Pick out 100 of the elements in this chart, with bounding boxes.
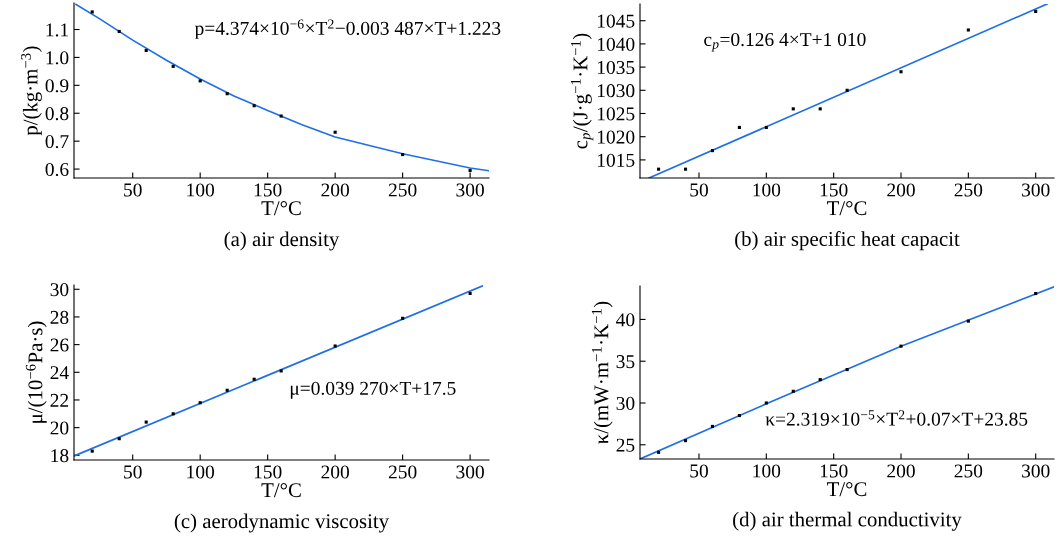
point <box>1034 291 1038 296</box>
point <box>279 114 283 118</box>
x-axis-title: T/°C <box>827 482 867 497</box>
point <box>818 107 822 111</box>
point <box>710 149 715 153</box>
text: (d) air thermal conductivity <box>733 511 962 531</box>
point <box>198 79 202 83</box>
annotation: κ=2.319×10$^{−5}$×T$^{2}$+0.07×T+23.85 <box>765 410 1028 426</box>
y-tick-label: 40 <box>616 313 635 327</box>
y-tick-label: 1030 <box>597 84 635 98</box>
point <box>845 368 849 372</box>
x-tick-label: 50 <box>124 183 142 197</box>
point <box>899 344 903 348</box>
point <box>401 153 405 157</box>
point <box>171 64 175 68</box>
y-tick-label: 25 <box>616 438 635 452</box>
y-tick-label: 18 <box>51 449 69 463</box>
y-axis-title: κ/(mW·m$^{−1}$·K$^{−1}$) <box>591 301 613 444</box>
point <box>468 291 472 295</box>
y-axis-title: μ/(10$^{−6}$Pa·s) <box>25 321 47 423</box>
text: (c) aerodynamic viscosity <box>174 513 390 533</box>
x-tick-label: 200 <box>321 465 349 479</box>
y-tick-label: 22 <box>50 393 69 407</box>
point <box>333 344 337 348</box>
annotation: c$_{p}$=0.126 4×T+1 010 <box>704 32 866 52</box>
point <box>252 377 256 381</box>
point <box>333 130 337 134</box>
point <box>1034 9 1038 13</box>
y-tick-label: 1.0 <box>46 51 69 65</box>
y-tick-label: 35 <box>616 355 635 369</box>
x-tick-label: 100 <box>753 183 781 197</box>
y-tick-label: 1020 <box>597 130 635 144</box>
point <box>737 413 741 418</box>
x-tick-label: 250 <box>954 183 983 197</box>
point <box>468 168 472 173</box>
point <box>657 450 661 454</box>
point <box>144 420 148 424</box>
y-tick-label: 20 <box>50 421 69 435</box>
point <box>198 401 202 405</box>
point <box>966 28 970 32</box>
x-tick-label: 50 <box>690 464 708 478</box>
x-tick-label: 150 <box>820 183 848 197</box>
point <box>845 88 849 92</box>
point <box>966 319 970 323</box>
x-tick-label: 150 <box>254 465 282 479</box>
point <box>791 107 795 111</box>
annotation: p=4.374×10$^{−6}$×T$^{2}$−0.003 487×T+1.223 <box>194 19 501 39</box>
x-tick-label: 50 <box>124 465 142 479</box>
x-tick-label: 300 <box>456 465 484 479</box>
point <box>144 48 148 52</box>
x-tick-label: 250 <box>954 464 983 478</box>
x-tick-label: 200 <box>321 183 349 197</box>
text: (b) air specific heat capacit <box>735 231 960 251</box>
point <box>279 369 283 373</box>
y-tick-label: 1045 <box>597 14 635 28</box>
y-tick-label: 0.7 <box>45 134 69 149</box>
x-axis-title: T/°C <box>261 201 301 216</box>
point <box>683 167 688 171</box>
point <box>117 437 121 441</box>
point <box>90 449 94 453</box>
y-tick-label: 30 <box>616 396 635 410</box>
x-tick-label: 100 <box>187 465 215 479</box>
y-tick-label: 1.1 <box>46 23 68 37</box>
y-tick-label: 26 <box>50 338 69 352</box>
y-tick-label: 0.9 <box>45 79 69 93</box>
x-tick-label: 150 <box>254 183 282 197</box>
x-tick-label: 100 <box>187 183 215 197</box>
x-tick-label: 200 <box>887 183 915 197</box>
y-tick-label: 28 <box>50 310 69 324</box>
point <box>225 388 229 392</box>
x-tick-label: 100 <box>753 464 781 478</box>
y-tick-label: 30 <box>50 283 69 297</box>
x-axis-title: T/°C <box>827 201 867 216</box>
text: (a) air density <box>224 231 340 251</box>
point <box>171 412 175 416</box>
point <box>899 70 903 74</box>
x-tick-label: 250 <box>388 465 417 479</box>
y-tick-label: 0.6 <box>45 162 69 177</box>
y-tick-label: 1015 <box>597 153 635 167</box>
x-tick-label: 300 <box>1022 464 1050 478</box>
x-axis-title: T/°C <box>261 483 301 498</box>
y-tick-label: 1035 <box>597 60 635 75</box>
x-tick-label: 250 <box>388 183 417 197</box>
point <box>225 92 229 96</box>
y-axis-title: p/(kg·m$^{−3}$) <box>21 46 42 136</box>
x-tick-label: 200 <box>887 464 915 478</box>
x-tick-label: 300 <box>456 183 484 197</box>
x-tick-label: 50 <box>690 183 708 197</box>
point <box>683 439 688 443</box>
point <box>117 29 121 34</box>
line-series <box>640 286 1054 459</box>
y-axis-title: c$_{p}$/(J·g$^{−1}$·K$^{−1}$) <box>570 33 594 149</box>
point <box>764 125 768 129</box>
y-tick-label: 1040 <box>597 37 635 51</box>
point <box>737 125 741 129</box>
point <box>252 104 256 108</box>
annotation: μ=0.039 270×T+17.5 <box>290 381 456 399</box>
x-tick-label: 300 <box>1022 183 1050 197</box>
y-tick-label: 1025 <box>597 107 635 121</box>
y-tick-label: 0.8 <box>45 107 69 121</box>
